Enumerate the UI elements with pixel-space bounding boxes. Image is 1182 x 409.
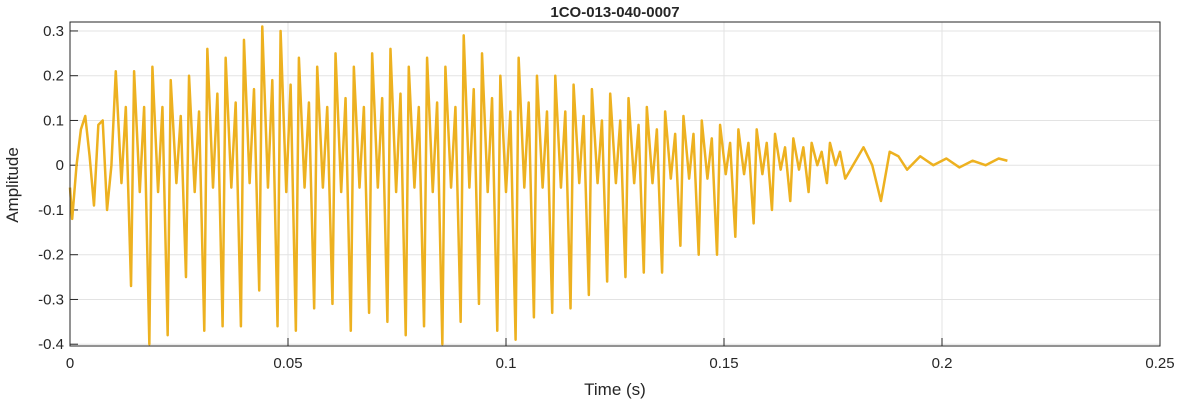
y-tick-label: -0.4 <box>38 336 64 353</box>
y-tick-label: 0.2 <box>43 68 64 85</box>
x-axis-label: Time (s) <box>584 380 646 399</box>
y-tick-label: 0.1 <box>43 112 64 129</box>
x-tick-label: 0.1 <box>496 355 517 372</box>
x-tick-label: 0.05 <box>273 355 302 372</box>
x-tick-label: 0 <box>66 355 74 372</box>
x-tick-label: 0.25 <box>1145 355 1174 372</box>
chart-title: 1CO-013-040-0007 <box>550 4 679 21</box>
y-tick-label: -0.1 <box>38 202 64 219</box>
y-tick-label: 0.3 <box>43 23 64 40</box>
x-tick-label: 0.2 <box>932 355 953 372</box>
axes-box <box>69 21 1161 347</box>
y-tick-label: -0.2 <box>38 247 64 264</box>
y-axis-label: Amplitude <box>3 147 22 223</box>
waveform <box>68 25 1008 346</box>
y-tick-label: -0.3 <box>38 291 64 308</box>
x-tick-label: 0.15 <box>709 355 738 372</box>
y-tick-label: 0 <box>56 157 64 174</box>
